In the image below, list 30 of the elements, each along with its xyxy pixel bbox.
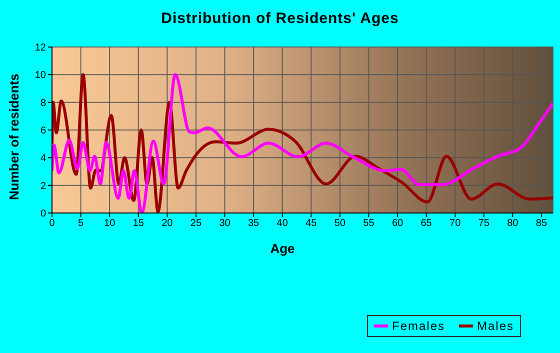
y-tick-label: 8 — [40, 98, 46, 109]
x-tick-label: 40 — [276, 218, 288, 230]
x-tick-label: 60 — [392, 218, 404, 230]
y-tick-label: 2 — [40, 180, 46, 192]
y-tick-label: 6 — [40, 126, 46, 137]
x-tick-label: 45 — [306, 218, 318, 230]
x-tick-label: 70 — [450, 218, 462, 230]
y-tick-label: 4 — [40, 153, 46, 164]
chart-title: Distribution of Residents' Ages — [160, 10, 400, 27]
y-tick-label: 0 — [40, 208, 46, 220]
legend-label: Males — [476, 319, 514, 333]
y-axis-title: Number of residents — [6, 74, 22, 200]
x-tick-label: 50 — [334, 218, 346, 230]
y-tick-label: 12 — [34, 42, 46, 54]
x-tick-label: 30 — [219, 218, 231, 230]
y-tick-label: 10 — [34, 70, 46, 82]
x-tick-label: 75 — [478, 218, 490, 230]
x-tick-label: 0 — [49, 218, 56, 230]
x-tick-label: 55 — [363, 218, 375, 230]
x-tick-label: 35 — [248, 218, 260, 230]
x-tick-label: 5 — [78, 218, 84, 230]
x-tick-label: 85 — [536, 218, 548, 230]
x-tick-label: 20 — [162, 218, 174, 230]
legend-label: Females — [391, 319, 446, 333]
x-tick-label: 25 — [190, 218, 202, 230]
x-tick-label: 10 — [104, 218, 116, 230]
x-axis-title: Age — [270, 241, 295, 256]
x-tick-label: 65 — [420, 218, 432, 230]
x-tick-label: 15 — [132, 218, 144, 230]
x-tick-label: 80 — [507, 218, 519, 230]
